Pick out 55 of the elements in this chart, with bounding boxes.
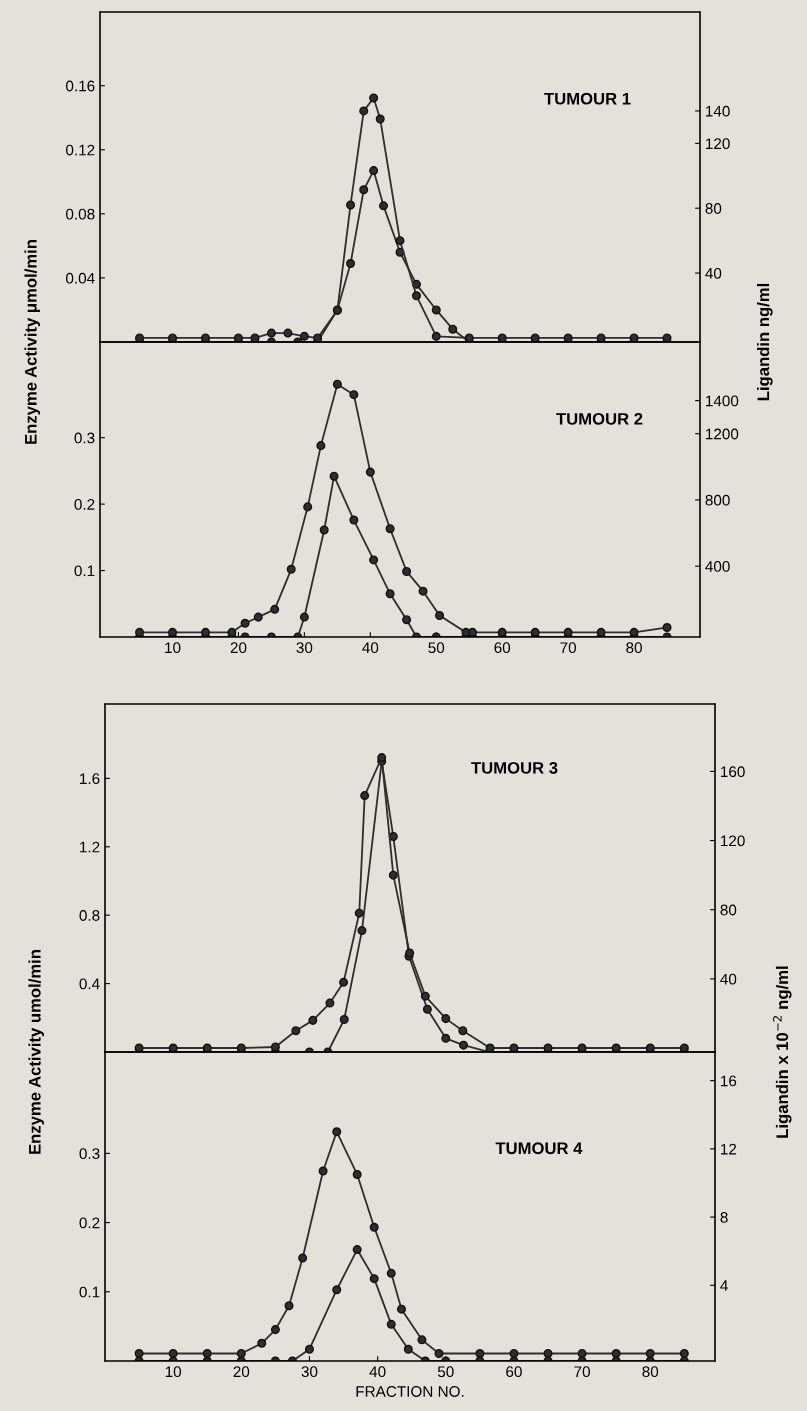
y-tick-label: 0.12 — [66, 144, 95, 156]
y2-tick-label: 800 — [705, 494, 730, 506]
x-tick-label: 80 — [642, 1366, 659, 1378]
x-tick-label: 10 — [165, 1366, 182, 1378]
y2-tick-label: 1200 — [706, 428, 739, 440]
y2-tick-label: 12 — [721, 1143, 737, 1155]
x-tick-label: 10 — [165, 642, 181, 654]
y2-tick-label: 16 — [721, 1075, 737, 1087]
y-tick-label: 1.6 — [80, 773, 100, 785]
y2-tick-label: 40 — [720, 973, 737, 985]
y2-tick-label: 1400 — [706, 395, 739, 407]
y-axis-title: Enzyme Activity μmol/min — [24, 240, 40, 444]
x-tick-label: 70 — [560, 642, 577, 654]
y-tick-label: 0.3 — [74, 432, 95, 444]
x-tick-label: 20 — [230, 642, 247, 654]
y-tick-label: 0.4 — [79, 978, 100, 990]
y2-tick-label: 160 — [721, 766, 745, 778]
y2-axis-title: Ligandin x 10$^{−2}$ ng/ml — [772, 966, 792, 1138]
x-tick-label: 50 — [437, 1366, 454, 1378]
y-tick-label: 0.8 — [79, 910, 100, 921]
y-tick-label: 0.2 — [74, 498, 95, 510]
y-tick-label: 0.1 — [74, 565, 95, 577]
x-tick-label: 40 — [369, 1366, 386, 1378]
y2-tick-label: 80 — [720, 904, 737, 916]
annotation: TUMOUR 2 — [556, 412, 643, 425]
y2-tick-label: 80 — [705, 203, 722, 214]
x-tick-label: 60 — [506, 1366, 522, 1378]
x-tick-label: 60 — [494, 642, 511, 654]
y2-tick-label: 400 — [705, 561, 730, 572]
annotation: TUMOUR 1 — [544, 92, 631, 105]
y-tick-label: 0.1 — [79, 1286, 100, 1298]
y-axis-title: Enzyme Activity umol/min — [28, 950, 44, 1154]
y-tick-label: 0.16 — [66, 80, 95, 92]
x-axis-title: FRACTION NO. — [356, 1386, 464, 1397]
x-tick-label: 30 — [296, 642, 313, 654]
y2-axis-title: Ligandin ng/ml — [757, 283, 773, 401]
y-tick-label: 0.08 — [66, 208, 95, 220]
y2-tick-label: 4 — [720, 1280, 728, 1291]
y-tick-label: 0.3 — [79, 1148, 100, 1160]
x-tick-label: 50 — [428, 642, 445, 654]
y-tick-label: 1.2 — [80, 841, 100, 853]
x-tick-label: 80 — [626, 642, 642, 654]
y2-tick-label: 120 — [706, 138, 730, 150]
x-tick-label: 30 — [301, 1366, 318, 1378]
y2-tick-label: 120 — [721, 835, 745, 847]
annotation: TUMOUR 4 — [495, 1142, 583, 1155]
x-tick-label: 40 — [362, 642, 379, 654]
y-tick-label: 0.2 — [79, 1217, 100, 1229]
y2-tick-label: 40 — [705, 267, 722, 279]
x-tick-label: 20 — [233, 1366, 250, 1378]
y2-tick-label: 140 — [706, 105, 730, 117]
x-tick-label: 70 — [574, 1366, 590, 1378]
annotation: TUMOUR 3 — [471, 761, 558, 774]
y2-tick-label: 8 — [720, 1211, 728, 1223]
y-tick-label: 0.04 — [66, 272, 95, 284]
